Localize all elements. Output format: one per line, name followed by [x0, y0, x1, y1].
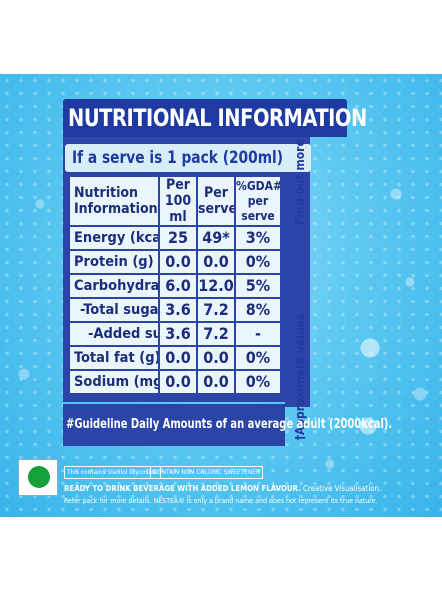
header-perserve: Per serve [196, 175, 236, 227]
table-row: Protein (g) 0.0 0.0 0% [68, 249, 282, 275]
row-perserve: 0.0 [196, 249, 236, 275]
table-row: Energy (kcal) 25 49* 3% [68, 225, 282, 251]
row-perserve: 12.0 [196, 273, 236, 299]
header-per100-label: Per 100 ml [164, 177, 192, 225]
nutrition-table: Nutrition Information† Per 100 ml Per se… [68, 175, 282, 395]
row-per100: 3.6 [158, 321, 198, 347]
table-row: Sodium (mg) 0.0 0.0 0% [68, 369, 282, 395]
table-row: -Added sugars(g) 3.6 7.2 - [68, 321, 282, 347]
find-out-more-text: Find out more [293, 139, 307, 225]
veg-mark-box [18, 459, 58, 496]
row-label: Protein (g) [68, 249, 160, 275]
row-label: Energy (kcal) [68, 225, 160, 251]
veg-mark-dot-icon [28, 466, 50, 488]
stevia-notice: This contains Steviol Glycoside [64, 466, 161, 479]
gda-footnote: #Guideline Daily Amounts of an average a… [66, 417, 393, 432]
row-per100: 25 [158, 225, 198, 251]
row-perserve: 49* [196, 225, 236, 251]
row-gda: 8% [234, 297, 282, 323]
row-gda: 0% [234, 249, 282, 275]
title-bar [63, 99, 347, 137]
table-row: Total fat (g) 0.0 0.0 0% [68, 345, 282, 371]
row-label: -Total sugars (g) [68, 297, 160, 323]
row-per100: 0.0 [158, 369, 198, 395]
header-gda-label: %GDA# per serve [236, 178, 281, 223]
row-perserve: 7.2 [196, 321, 236, 347]
table-row: -Total sugars (g) 3.6 7.2 8% [68, 297, 282, 323]
panel-side-strip [285, 137, 310, 407]
row-gda: 3% [234, 225, 282, 251]
panel-title: NUTRITIONAL INFORMATION [68, 104, 367, 132]
non-caloric-notice: CONTAIN NON CALORIC SWEETENER [150, 466, 264, 479]
header-per100: Per 100 ml [158, 175, 198, 227]
row-perserve: 7.2 [196, 297, 236, 323]
serve-size-bar [65, 144, 311, 172]
refer-pack-notice: Refer pack for more details. NESTEA® is … [64, 497, 378, 505]
header-perserve-label: Per serve [198, 185, 235, 217]
row-per100: 0.0 [158, 249, 198, 275]
table-header-row: Nutrition Information† Per 100 ml Per se… [68, 175, 282, 227]
header-gda: %GDA# per serve [234, 175, 282, 227]
beverage-description-main: READY TO DRINK BEVERAGE WITH ADDED LEMON… [64, 484, 301, 493]
row-per100: 6.0 [158, 273, 198, 299]
serve-size-text: If a serve is 1 pack (200ml) [72, 148, 284, 168]
row-label: -Added sugars(g) [68, 321, 160, 347]
row-label: Carbohydrate (g) [68, 273, 160, 299]
row-gda: - [234, 321, 282, 347]
footnote-bar [63, 404, 285, 446]
header-nutrition-label: Nutrition Information† [74, 185, 159, 217]
row-gda: 0% [234, 369, 282, 395]
table-row: Carbohydrate (g) 6.0 12.0 5% [68, 273, 282, 299]
row-label: Sodium (mg) [68, 369, 160, 395]
row-label: Total fat (g) [68, 345, 160, 371]
row-per100: 0.0 [158, 345, 198, 371]
header-nutrition: Nutrition Information† [68, 175, 160, 227]
row-perserve: 0.0 [196, 369, 236, 395]
row-per100: 3.6 [158, 297, 198, 323]
row-perserve: 0.0 [196, 345, 236, 371]
beverage-description: READY TO DRINK BEVERAGE WITH ADDED LEMON… [64, 483, 381, 494]
creative-visualisation: Creative Visualisation. [303, 484, 382, 493]
row-gda: 0% [234, 345, 282, 371]
row-gda: 5% [234, 273, 282, 299]
